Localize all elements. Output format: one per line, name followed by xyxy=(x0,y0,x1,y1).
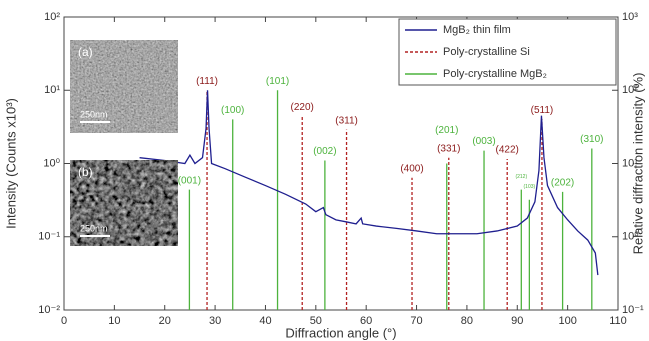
y2-tick-label: 10⁻¹ xyxy=(622,304,644,316)
peak-label: (101) xyxy=(266,76,289,87)
peak-label: (422) xyxy=(496,145,519,156)
x-tick-label: 20 xyxy=(159,315,171,327)
peak-label: (400) xyxy=(400,163,423,174)
peak-label: (103) xyxy=(524,184,536,190)
y2-axis-label: Relative diffraction intensity (%) xyxy=(630,73,645,255)
y-axis-label: Intensity (Counts x10³) xyxy=(3,98,18,229)
inset-label: (b) xyxy=(78,165,93,179)
legend-label: MgB₂ thin film xyxy=(443,24,511,36)
inset-b: (b) 250nm xyxy=(70,160,178,246)
y2-tick-label: 10³ xyxy=(622,11,638,23)
y-tick-label: 10⁰ xyxy=(43,157,60,169)
x-tick-label: 30 xyxy=(209,315,221,327)
peak-label: (212) xyxy=(515,174,527,180)
legend-label: Poly-crystalline MgB₂ xyxy=(443,68,547,80)
x-tick-label: 10 xyxy=(108,315,120,327)
peak-label: (201) xyxy=(435,125,458,136)
peak-label: (202) xyxy=(551,178,574,189)
x-tick-label: 70 xyxy=(410,315,422,327)
peak-label: (001) xyxy=(178,175,201,186)
peak-label: (331) xyxy=(437,143,460,154)
y-tick-label: 10⁻² xyxy=(38,304,60,316)
peak-label: (100) xyxy=(221,105,244,116)
peak-label: (220) xyxy=(291,102,314,113)
x-tick-label: 110 xyxy=(609,315,627,327)
x-tick-label: 0 xyxy=(61,315,67,327)
y-tick-label: 10² xyxy=(44,11,60,23)
peak-label: (311) xyxy=(335,115,358,126)
peak-label: (003) xyxy=(472,136,495,147)
scale-label: 250nm xyxy=(80,109,108,119)
y-tick-label: 10¹ xyxy=(44,84,60,96)
peak-label: (310) xyxy=(580,134,603,145)
chart: 010203040506070809010011010⁻²10⁻¹10⁰10¹1… xyxy=(0,0,649,341)
x-tick-label: 80 xyxy=(461,315,473,327)
page: 010203040506070809010011010⁻²10⁻¹10⁰10¹1… xyxy=(0,0,649,341)
x-axis-label: Diffraction angle (°) xyxy=(285,325,396,340)
peak-label: (111) xyxy=(196,76,218,87)
y-tick-label: 10⁻¹ xyxy=(38,231,60,243)
peak-label: (511) xyxy=(531,105,554,116)
inset-label: (a) xyxy=(78,45,93,59)
legend: MgB₂ thin film Poly-crystalline Si Poly-cr… xyxy=(399,19,616,85)
inset-a: (a) 250nm xyxy=(70,40,178,133)
scale-label: 250nm xyxy=(80,223,108,233)
x-tick-label: 100 xyxy=(558,315,576,327)
peak-label: (002) xyxy=(313,146,336,157)
x-tick-label: 40 xyxy=(259,315,271,327)
legend-label: Poly-crystalline Si xyxy=(443,46,530,58)
x-tick-label: 90 xyxy=(511,315,523,327)
